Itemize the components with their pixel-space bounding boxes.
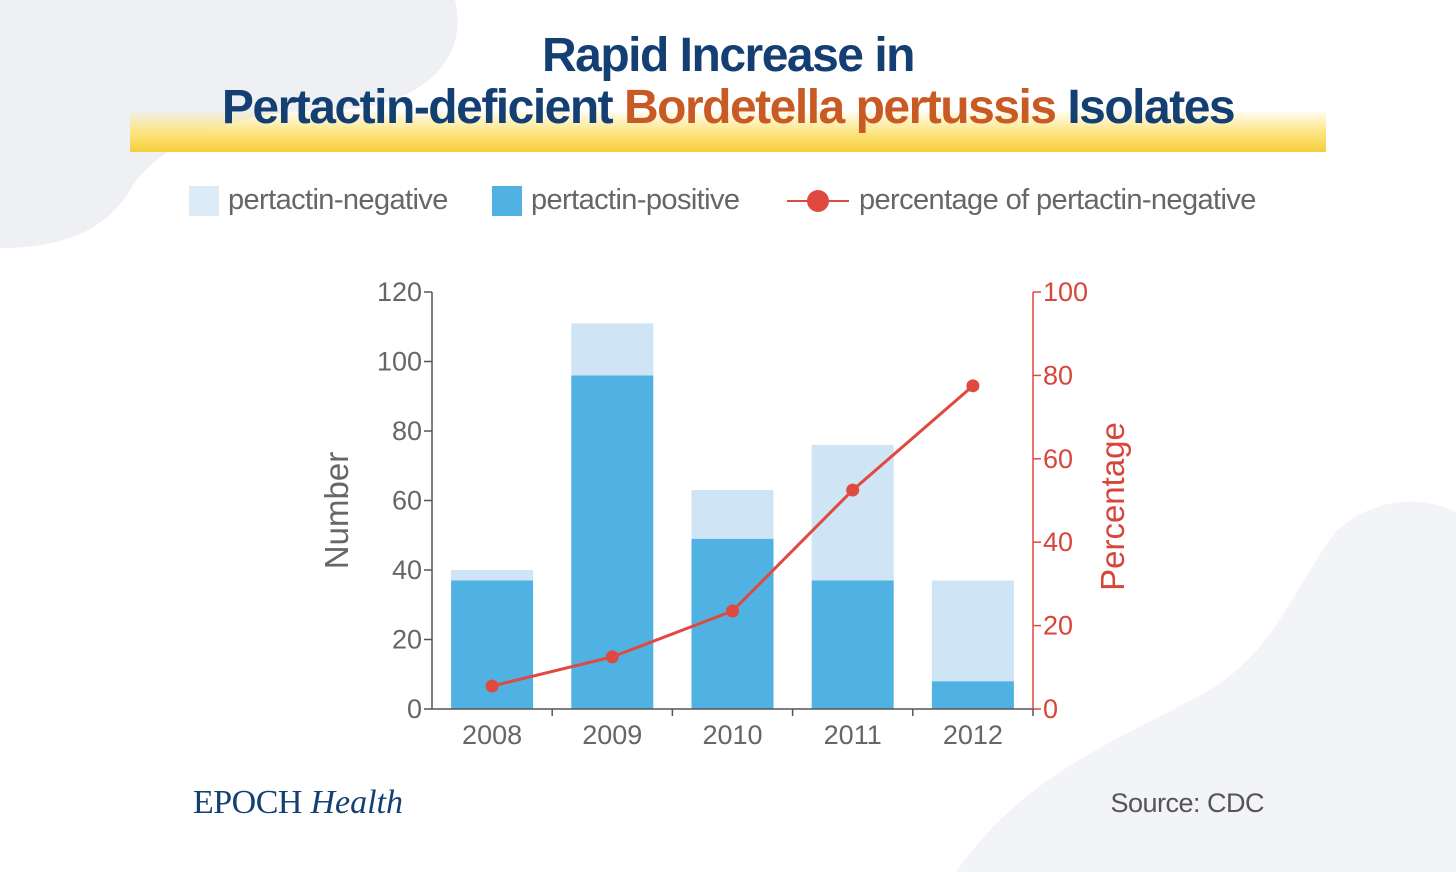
y-tick-label-20: 20 [392, 625, 422, 655]
x-tick-label-2012: 2012 [943, 720, 1003, 750]
y-tick-label-60: 60 [392, 486, 422, 516]
x-tick-label-2009: 2009 [582, 720, 642, 750]
title-species-name: Bordetella pertussis [624, 81, 1057, 134]
y2-tick-label-20: 20 [1043, 611, 1073, 641]
bar-negative-2008 [451, 570, 534, 581]
title-highlight [130, 112, 1326, 152]
percentage-point-2008 [485, 679, 499, 693]
source-note: Source: CDC [1110, 788, 1264, 818]
title-line-1: Rapid Increase in [542, 29, 915, 82]
y2-tick-label-60: 60 [1043, 444, 1073, 474]
bar-positive-2012 [931, 681, 1014, 709]
y-tick-label-120: 120 [377, 277, 422, 307]
y2-tick-label-0: 0 [1043, 694, 1058, 724]
y-tick-label-80: 80 [392, 416, 422, 446]
title-line-2-part-1: Pertactin-deficient [221, 81, 624, 134]
percentage-point-2012 [966, 379, 980, 393]
legend-label-percentage: percentage of pertactin-negative [859, 184, 1256, 216]
title-line-2-part-2: Isolates [1055, 81, 1235, 134]
y-tick-label-0: 0 [407, 694, 422, 724]
x-tick-label-2011: 2011 [824, 720, 882, 750]
legend-item-negative: pertactin-negative [189, 184, 448, 217]
epoch-health-logo: EPOCH Health [193, 784, 404, 821]
legend-item-percentage: percentage of pertactin-negative [787, 184, 1256, 217]
legend-line-marker [787, 186, 849, 216]
legend-label-negative: pertactin-negative [228, 184, 448, 216]
legend-swatch-negative [189, 185, 219, 216]
percentage-point-2009 [605, 650, 619, 664]
legend-item-positive: pertactin-positive [492, 184, 740, 217]
title-line-2: Pertactin-deficient Bordetella pertussis… [130, 82, 1326, 134]
legend-swatch-positive [492, 185, 522, 216]
bar-negative-2009 [571, 323, 654, 376]
y2-tick-label-100: 100 [1043, 277, 1088, 307]
y2-tick-label-80: 80 [1043, 360, 1073, 390]
background-shape-bottom-right [956, 501, 1456, 872]
percentage-point-2011 [846, 483, 860, 497]
bar-negative-2012 [931, 580, 1014, 682]
y-axis-title: Number [318, 452, 355, 569]
percentage-point-2010 [726, 604, 739, 618]
y-tick-label-100: 100 [377, 347, 422, 377]
bar-negative-2010 [691, 490, 774, 539]
bar-positive-2010 [691, 538, 774, 709]
x-tick-label-2010: 2010 [702, 720, 762, 750]
x-tick-label-2008: 2008 [462, 720, 522, 750]
bar-positive-2011 [811, 580, 894, 709]
y2-tick-label-40: 40 [1043, 527, 1073, 557]
chart-title: Rapid Increase in Pertactin-deficient Bo… [130, 30, 1326, 134]
legend-label-positive: pertactin-positive [531, 184, 740, 216]
y-tick-label-40: 40 [392, 555, 422, 585]
background-shape-top-left [0, 0, 458, 248]
y2-axis-title: Percentage [1094, 422, 1131, 591]
